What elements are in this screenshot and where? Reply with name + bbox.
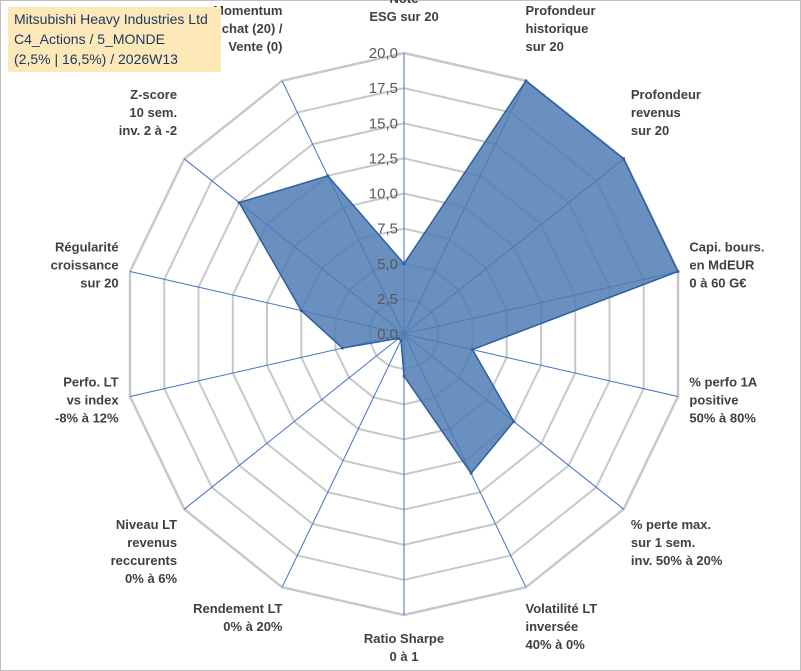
axis-label: Perfo. LT vs index -8% à 12% xyxy=(55,374,119,425)
series-point xyxy=(402,374,406,378)
series-point xyxy=(469,471,473,475)
axis-label: Profondeur historique sur 20 xyxy=(526,3,596,54)
series-point xyxy=(622,157,626,161)
series-point xyxy=(402,262,406,266)
axis-label: Momentum Achat (20) / Vente (0) xyxy=(212,3,282,54)
axis-label: Capi. bours. en MdEUR 0 à 60 G€ xyxy=(689,240,764,291)
axis-spoke xyxy=(183,333,405,510)
chart-subtitle-period: (2,5% | 16,5%) / 2026W13 xyxy=(14,51,178,67)
tick-label: 7,5 xyxy=(377,221,398,238)
axis-label: Rendement LT 0% à 20% xyxy=(193,601,283,634)
radar-tick-labels: 0,0 2,5 5,0 7,5 10,0 12,5 15,0 17,5 20,0 xyxy=(369,45,398,343)
axis-label: Régularité croissance sur 20 xyxy=(51,240,119,291)
tick-label: 20,0 xyxy=(369,45,398,62)
axis-label: % perte max. sur 1 sem. inv. 50% à 20% xyxy=(631,517,723,568)
series-point xyxy=(299,309,303,313)
series-point xyxy=(399,338,403,342)
tick-label: 12,5 xyxy=(369,150,398,167)
tick-label: 0,0 xyxy=(377,326,398,343)
tick-label: 17,5 xyxy=(369,80,398,97)
chart-subtitle-category: C4_Actions / 5_MONDE xyxy=(14,31,165,47)
series-point xyxy=(340,346,344,350)
axis-label: Z-score 10 sem. inv. 2 à -2 xyxy=(119,87,177,138)
series-point xyxy=(471,348,474,352)
axis-label: Volatilité LT inversée 40% à 0% xyxy=(526,601,598,652)
axis-label: % perfo 1A positive 50% à 80% xyxy=(689,374,758,425)
radar-series xyxy=(237,79,680,475)
series-point xyxy=(512,420,516,424)
series-point xyxy=(676,270,680,273)
tick-label: 15,0 xyxy=(369,115,398,132)
axis-spoke xyxy=(281,333,405,588)
chart-title-box: Mitsubishi Heavy Industries Ltd C4_Actio… xyxy=(8,7,221,72)
series-point xyxy=(326,174,330,178)
chart-title: Mitsubishi Heavy Industries Ltd xyxy=(14,11,208,27)
axis-label: Profondeur revenus sur 20 xyxy=(631,87,701,138)
axis-label: NoteESG sur 20 xyxy=(369,0,438,24)
tick-label: 5,0 xyxy=(377,256,398,273)
series-area xyxy=(238,79,680,475)
series-point xyxy=(237,201,241,205)
series-point xyxy=(397,336,400,340)
series-point xyxy=(524,79,528,83)
axis-label: Ratio Sharpe 0 à 1 xyxy=(364,631,444,664)
tick-label: 2,5 xyxy=(377,291,398,308)
axis-label: Niveau LT revenus reccurents 0% à 6% xyxy=(111,517,178,586)
tick-label: 10,0 xyxy=(369,186,398,203)
